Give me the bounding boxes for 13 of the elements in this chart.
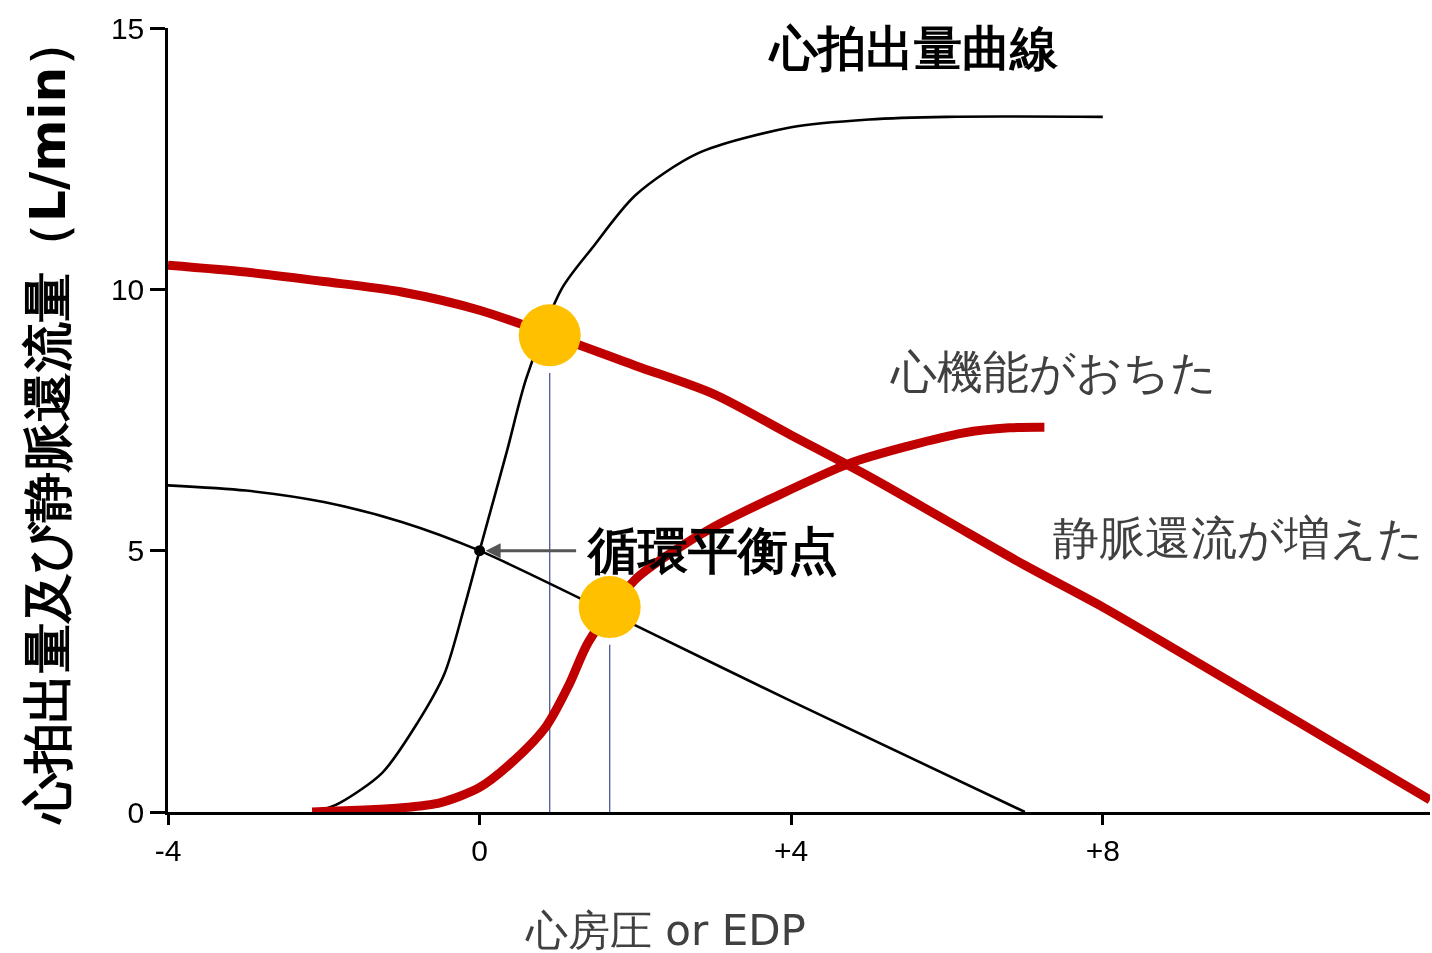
x-tick-label: +8 (1085, 833, 1120, 867)
annotation: 心機能がおちた (890, 345, 1217, 399)
x-tick-label: 0 (471, 833, 488, 867)
y-tick-label: 5 (127, 534, 145, 568)
y-axis-title: 心拍出量及び静脈還流量（L/min） (18, 17, 77, 825)
annotation: 静脈還流が増えた (1053, 511, 1424, 565)
y-tick-label: 15 (110, 11, 145, 45)
annotation: 心拍出量曲線 (768, 20, 1059, 76)
x-axis-title: 心房圧 or EDP (525, 906, 806, 953)
x-tick-label: +4 (774, 833, 809, 867)
y-tick-label: 10 (110, 272, 145, 306)
x-tick-label: -4 (154, 833, 182, 867)
y-tick-label: 0 (127, 795, 145, 829)
